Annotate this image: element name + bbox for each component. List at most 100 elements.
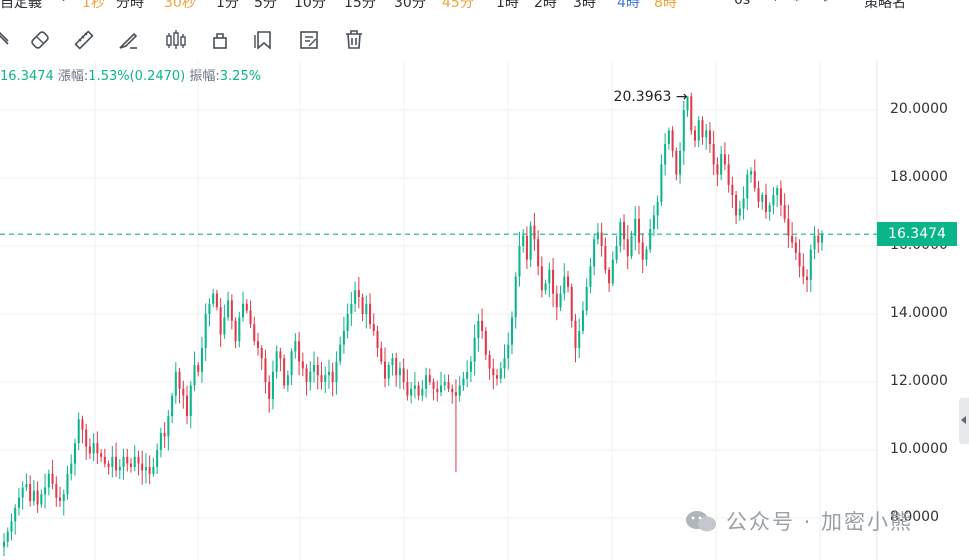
candle-body [40, 494, 43, 505]
candle-body [200, 348, 203, 372]
candle-body [29, 484, 32, 501]
candle-body [6, 531, 9, 542]
refresh-interval[interactable]: 0s [734, 0, 751, 8]
candle-body [256, 341, 260, 348]
candle-body [387, 365, 390, 379]
timeframe-0[interactable]: 1秒 [82, 0, 105, 11]
lock-tool-icon[interactable] [208, 28, 232, 52]
magnet-tool-icon[interactable] [0, 28, 14, 52]
fullscreen-icon[interactable]: ⤢ [823, 0, 833, 5]
timeframe-1[interactable]: 分時 [116, 0, 144, 11]
candle-body [731, 184, 734, 195]
strategy-dropdown[interactable]: 策略名 [864, 0, 906, 11]
edit-tool-icon[interactable] [297, 28, 321, 52]
candle-body [51, 473, 54, 484]
candle-body [723, 154, 726, 165]
candle-body [324, 375, 327, 382]
brush-tool-icon[interactable] [116, 28, 140, 52]
timeframe-4[interactable]: 5分 [254, 0, 277, 11]
timeframe-7[interactable]: 30分 [394, 0, 426, 11]
candle-body [675, 150, 678, 175]
chart-canvas[interactable] [0, 60, 969, 560]
timeframe-5[interactable]: 10分 [294, 0, 326, 11]
candle-body [152, 467, 155, 474]
layers-tool-icon[interactable] [252, 28, 276, 52]
trash-tool-icon[interactable] [342, 28, 366, 52]
candle-body [398, 368, 401, 376]
settings-icon[interactable]: ⚙ [791, 0, 803, 5]
candle-body [466, 371, 469, 379]
candle-body [492, 368, 495, 376]
candle-body [36, 490, 39, 505]
candle-body [798, 252, 801, 267]
candle-body [604, 246, 607, 270]
candle-body [806, 276, 809, 280]
candle-body [383, 361, 387, 379]
timeframe-3[interactable]: 1分 [216, 0, 239, 11]
candle-body [111, 456, 114, 467]
candle-body [156, 450, 159, 467]
candle-body [608, 269, 611, 284]
candle-body [693, 130, 697, 141]
candle-body [275, 351, 278, 372]
y-tick-label: 10.0000 [890, 441, 948, 457]
candle-body [85, 429, 88, 447]
candle-body [62, 494, 65, 501]
candle-body [428, 375, 431, 382]
eraser-tool-icon[interactable] [28, 28, 52, 52]
candle-body [544, 283, 547, 291]
candle-body [623, 222, 626, 240]
timeframe-13[interactable]: 8時 [654, 0, 677, 11]
timeframe-11[interactable]: 3時 [573, 0, 596, 11]
candle-body [761, 195, 764, 202]
timeframe-6[interactable]: 15分 [344, 0, 376, 11]
candle-body [298, 341, 301, 362]
candle-body [88, 446, 91, 454]
timeframe-8[interactable]: 45分 [442, 0, 474, 11]
candle-body [148, 467, 151, 474]
candle-body [238, 317, 241, 342]
candle-body [178, 371, 181, 389]
candle-body [350, 303, 353, 314]
chevron-down-icon[interactable]: ⌄ [58, 0, 69, 5]
candle-body [361, 297, 364, 314]
candle-body [783, 205, 786, 219]
candle-body [447, 382, 450, 389]
candle-body [794, 242, 797, 253]
candle-body [779, 188, 782, 206]
candle-body [481, 320, 484, 331]
candle-body [283, 358, 286, 386]
candle-body [634, 218, 637, 236]
candle-body [746, 174, 749, 199]
candle-body [425, 375, 428, 389]
candle-body [137, 456, 140, 464]
candle-body [227, 300, 230, 318]
candle-body [641, 242, 644, 260]
candle-body [327, 371, 330, 376]
candle-body [21, 487, 24, 498]
custom-timeframe[interactable]: 自定義 [0, 0, 42, 11]
timeframe-2[interactable]: 30秒 [164, 0, 196, 11]
add-indicator-icon[interactable]: + [770, 0, 781, 5]
candle-body [451, 388, 454, 393]
candle-body [339, 344, 342, 362]
candles-tool-icon[interactable] [164, 28, 188, 52]
timeframe-12[interactable]: 4時 [617, 0, 640, 11]
candle-body [193, 365, 196, 386]
ruler-tool-icon[interactable] [72, 28, 96, 52]
candle-body [484, 331, 487, 355]
candle-body [656, 201, 659, 216]
candle-body [391, 358, 394, 365]
candle-body [77, 419, 80, 444]
candle-body [518, 246, 521, 277]
candle-body [697, 120, 700, 141]
timeframe-9[interactable]: 1時 [496, 0, 519, 11]
candle-body [189, 385, 192, 416]
timeframe-10[interactable]: 2時 [534, 0, 557, 11]
candle-body [469, 361, 472, 372]
candlestick-chart[interactable]: 20.000018.000016.000014.000012.000010.00… [0, 60, 969, 560]
candle-body [645, 249, 648, 260]
collapse-panel-handle[interactable] [959, 398, 969, 444]
candle-body [615, 246, 618, 260]
candle-body [182, 388, 185, 396]
